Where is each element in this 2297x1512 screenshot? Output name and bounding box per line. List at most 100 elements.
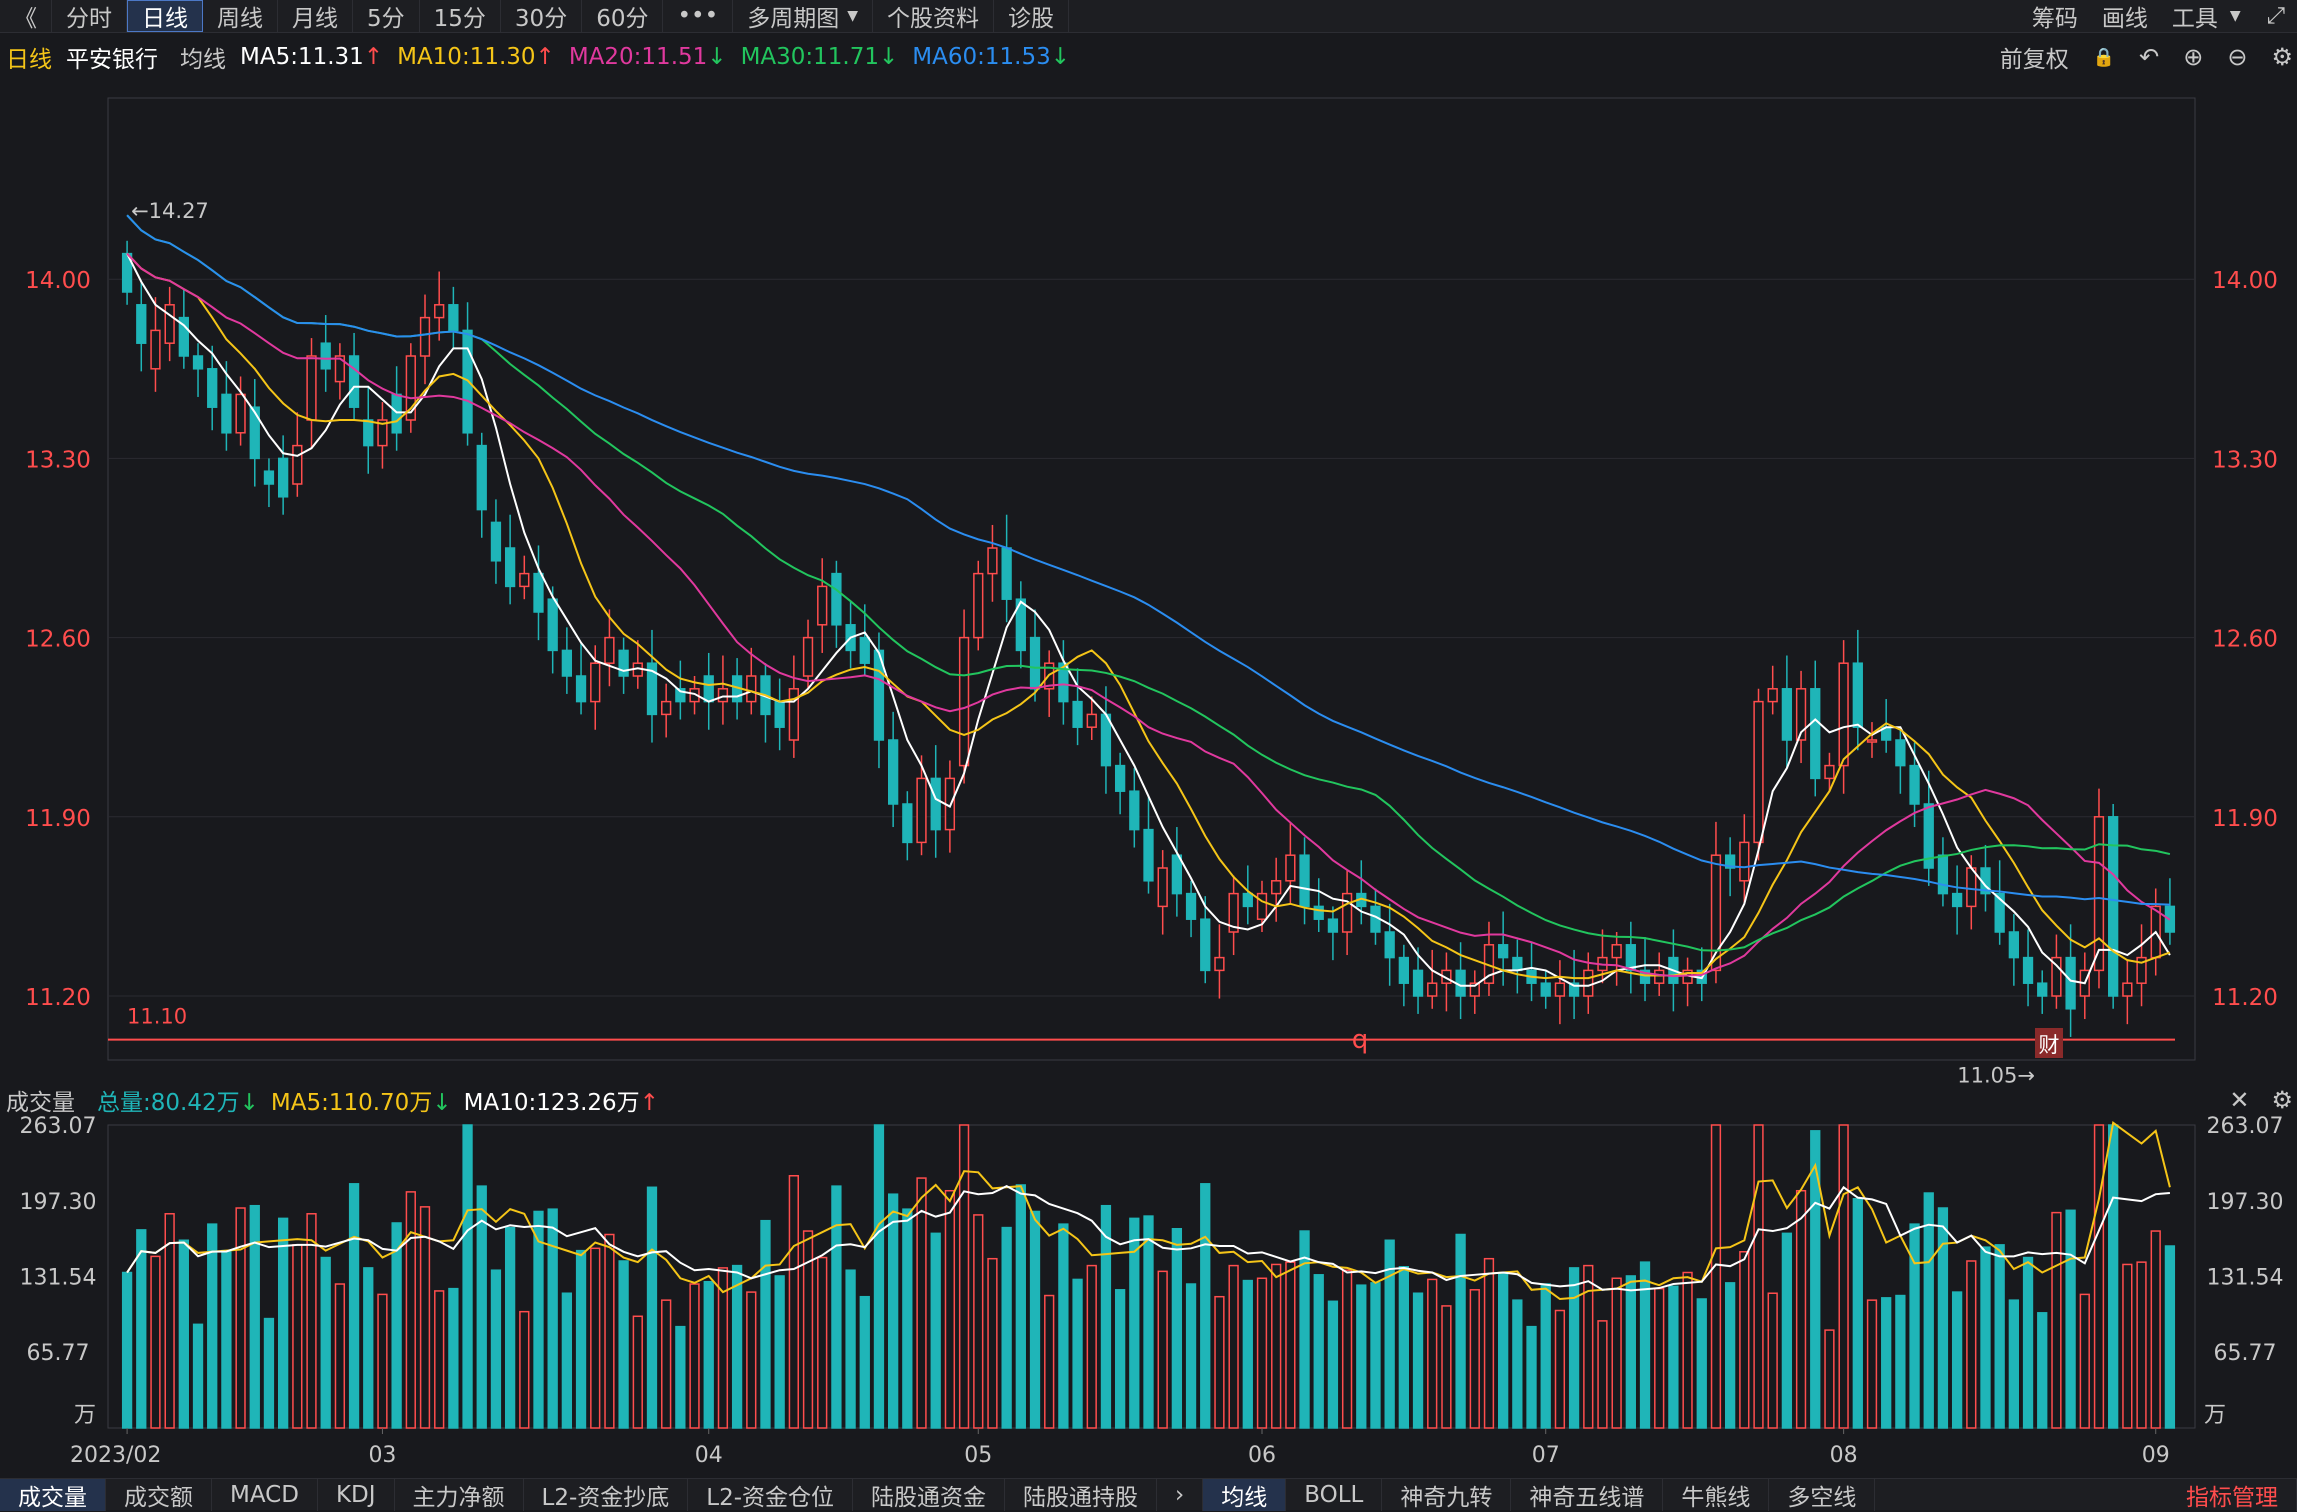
overlay-tab-2[interactable]: 神奇九转 — [1382, 1478, 1512, 1511]
volume-bar — [1313, 1274, 1324, 1429]
volume-tick-right: 65.77 — [2214, 1341, 2277, 1366]
overlay-tab-3[interactable]: 神奇五线谱 — [1511, 1478, 1664, 1511]
candle-body — [1512, 956, 1523, 972]
volume-bar — [150, 1255, 161, 1429]
volume-bar — [2008, 1299, 2020, 1429]
candle-body — [1866, 739, 1878, 743]
multi-period-button[interactable]: 多周期图 ▼ — [733, 0, 873, 32]
price-frame — [107, 97, 2196, 1061]
candle-body — [363, 419, 374, 447]
overlay-tab-5[interactable]: 多空线 — [1769, 1478, 1876, 1511]
candle-body — [1299, 854, 1310, 908]
volume-bar — [774, 1275, 785, 1429]
overlay-tab-1[interactable]: BOLL — [1286, 1478, 1383, 1511]
stock-info-button[interactable]: 个股资料 — [873, 0, 994, 32]
zoom-in-icon[interactable]: ⊕ — [2183, 43, 2204, 71]
volume-bar — [1554, 1309, 1566, 1429]
candle-body — [1710, 854, 1722, 972]
candle-body — [1384, 931, 1395, 959]
undo-icon[interactable]: ↶ — [2139, 43, 2160, 71]
low-annotation: 11.05→ — [1957, 1063, 2035, 1087]
indicator-tab-5[interactable]: L2-资金抄底 — [524, 1478, 689, 1511]
candle-body — [2022, 956, 2034, 984]
indicator-tab-2[interactable]: MACD — [212, 1478, 318, 1511]
settings-icon[interactable]: ⚙ — [2271, 43, 2293, 71]
close-icon[interactable]: ✕ — [2229, 1086, 2250, 1114]
diagnose-button[interactable]: 诊股 — [994, 0, 1069, 32]
indicator-tab-8[interactable]: 陆股通持股 — [1005, 1478, 1158, 1511]
candle-body — [1100, 713, 1112, 767]
right-tool-0[interactable]: 筹码 — [2031, 6, 2078, 32]
volume-bar — [1483, 1257, 1495, 1429]
volume-bar — [377, 1293, 388, 1429]
volume-bar — [1129, 1217, 1140, 1429]
candle-body — [2122, 982, 2133, 997]
right-tool-2[interactable]: 工具 — [2171, 6, 2218, 32]
volume-bar — [1852, 1198, 1863, 1429]
volume-bar — [661, 1299, 672, 1429]
indicator-tab-4[interactable]: 主力净额 — [395, 1478, 524, 1511]
ma-label[interactable]: 均线 — [180, 47, 226, 73]
candle-body — [192, 355, 204, 370]
overlay-tab-4[interactable]: 牛熊线 — [1663, 1478, 1770, 1511]
volume-bar — [1029, 1210, 1041, 1429]
volume-bar — [1370, 1282, 1381, 1429]
tools-chevron-icon[interactable]: ▼ — [2229, 8, 2241, 24]
volume-bar — [476, 1185, 487, 1429]
candle-body — [2136, 956, 2147, 984]
tab-6[interactable]: 30分 — [501, 0, 583, 32]
top-toolbar: 《分时 日线 周线 月线 5分 15分 30分 60分 ••• 多周期图 ▼ 个股资料 诊股 筹码 画线 工具… — [0, 0, 2297, 33]
expand-icon[interactable]: ⤢ — [2266, 3, 2285, 29]
indicator-tab-3[interactable]: KDJ — [318, 1478, 395, 1511]
price-tick-right: 13.30 — [2212, 447, 2278, 473]
indicator-tab-0[interactable]: 成交量 — [0, 1478, 106, 1511]
indicator-manage-button[interactable]: 指标管理 — [2168, 1478, 2297, 1511]
candle-body — [1228, 892, 1239, 933]
candle-body — [419, 316, 431, 357]
candle-body — [788, 688, 799, 741]
price-tick-left: 12.60 — [25, 627, 91, 653]
candle-body — [746, 675, 757, 703]
tab-3[interactable]: 月线 — [278, 0, 353, 32]
volume-bar — [334, 1283, 346, 1429]
volume-bar — [1966, 1260, 1977, 1429]
candle-body — [2065, 956, 2076, 1010]
indicator-tab-1[interactable]: 成交额 — [106, 1478, 212, 1511]
volume-bar — [731, 1264, 743, 1429]
candle-body — [888, 739, 899, 805]
lock-icon[interactable]: 🔒 — [2092, 46, 2116, 68]
tab-0[interactable]: 分时 — [52, 0, 127, 32]
volume-bar — [462, 1124, 473, 1429]
right-tool-1[interactable]: 画线 — [2101, 6, 2148, 32]
volume-bar — [902, 1208, 913, 1429]
overlay-tab-0[interactable]: 均线 — [1203, 1478, 1287, 1511]
zoom-out-icon[interactable]: ⊖ — [2227, 43, 2248, 71]
indicator-tab-7[interactable]: 陆股通资金 — [853, 1478, 1006, 1511]
tab-4[interactable]: 5分 — [353, 0, 420, 32]
chevron-right-icon[interactable]: › — [1157, 1478, 1204, 1511]
back-button[interactable]: 《 — [0, 0, 52, 32]
volume-settings-icon[interactable]: ⚙ — [2271, 1086, 2293, 1114]
volume-bar — [1185, 1283, 1197, 1429]
adjust-button[interactable]: 前复权 — [1999, 47, 2069, 73]
tab-7[interactable]: 60分 — [582, 0, 664, 32]
tab-5[interactable]: 15分 — [420, 0, 501, 32]
price-tick-left: 11.90 — [25, 806, 91, 832]
volume-bar — [1625, 1275, 1636, 1429]
candle-body — [859, 636, 870, 664]
tab-1[interactable]: 日线 — [127, 0, 203, 32]
ma5-line — [126, 253, 2171, 987]
volume-bar — [1143, 1215, 1154, 1429]
volume-bar — [1015, 1184, 1026, 1429]
stock-name[interactable]: 平安银行 — [66, 47, 158, 73]
more-button[interactable]: ••• — [663, 0, 734, 32]
volume-bar — [391, 1222, 402, 1429]
tab-2[interactable]: 周线 — [203, 0, 278, 32]
indicator-tab-6[interactable]: L2-资金仓位 — [688, 1478, 854, 1511]
candle-body — [448, 304, 459, 332]
volume-bar — [263, 1317, 275, 1429]
candle-body — [1412, 969, 1424, 997]
volume-bar — [987, 1257, 998, 1429]
volume-bar — [221, 1249, 232, 1429]
